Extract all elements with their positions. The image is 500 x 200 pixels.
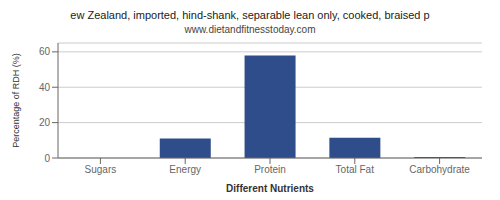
svg-text:Carbohydrate: Carbohydrate [409, 164, 470, 175]
svg-text:Protein: Protein [254, 164, 286, 175]
svg-text:Energy: Energy [169, 164, 201, 175]
svg-text:40: 40 [39, 82, 51, 93]
html-text:ew Zealand, imported, hind-sha: ew Zealand, imported, hind-shank, separa… [70, 9, 430, 21]
svg-text:Percentage of RDH (%): Percentage of RDH (%) [11, 53, 21, 148]
svg-text:Sugars: Sugars [85, 164, 117, 175]
svg-text:60: 60 [39, 46, 51, 57]
html-text:www.dietandfitnesstoday.com: www.dietandfitnesstoday.com [184, 24, 316, 35]
svg-text:0: 0 [44, 153, 50, 164]
svg-text:Different Nutrients: Different Nutrients [226, 183, 314, 192]
svg-text:20: 20 [39, 117, 51, 128]
svg-text:Total Fat: Total Fat [336, 164, 375, 175]
